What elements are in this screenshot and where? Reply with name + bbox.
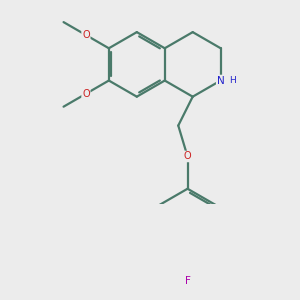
Text: N: N xyxy=(217,76,224,85)
Text: O: O xyxy=(82,89,90,99)
Text: H: H xyxy=(229,76,236,85)
Text: F: F xyxy=(184,276,190,286)
Text: O: O xyxy=(82,30,90,40)
Text: O: O xyxy=(184,152,191,161)
